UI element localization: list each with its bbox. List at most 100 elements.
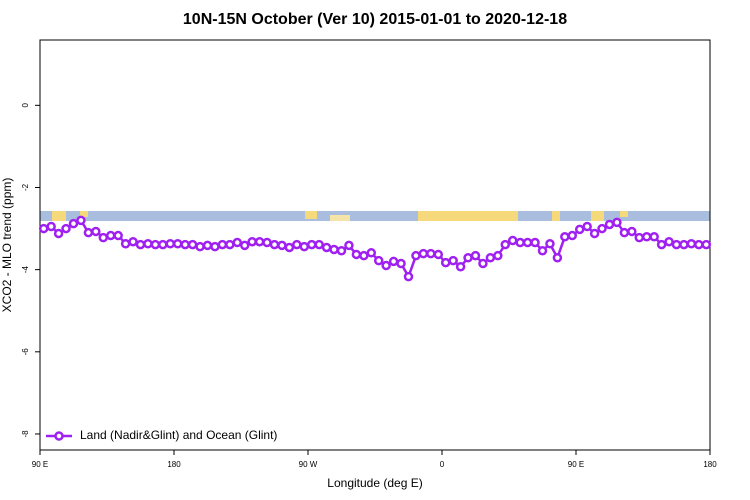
point xyxy=(649,232,659,242)
point xyxy=(507,235,518,246)
point xyxy=(552,252,563,263)
point xyxy=(225,239,235,250)
land-patch xyxy=(52,211,66,221)
point xyxy=(440,257,451,268)
y-tick-label: -6 xyxy=(21,348,30,356)
point xyxy=(143,239,153,249)
point xyxy=(314,239,324,250)
point xyxy=(612,217,622,228)
point xyxy=(671,239,682,250)
point xyxy=(686,239,697,249)
point xyxy=(656,239,667,250)
point xyxy=(135,239,146,250)
point xyxy=(463,252,473,263)
point xyxy=(515,237,525,248)
point xyxy=(128,236,138,247)
x-axis-label: Longitude (deg E) xyxy=(327,476,422,490)
point xyxy=(262,237,272,248)
point xyxy=(68,218,79,229)
land-patch xyxy=(591,211,604,221)
point xyxy=(158,239,168,250)
land-patch xyxy=(80,211,88,217)
point xyxy=(284,242,295,253)
land-patch xyxy=(620,211,628,217)
point xyxy=(172,239,183,249)
point xyxy=(83,227,94,238)
y-tick-label: -8 xyxy=(21,430,30,438)
point xyxy=(381,260,391,271)
point xyxy=(105,230,116,241)
point xyxy=(91,226,101,237)
point xyxy=(701,239,712,250)
point xyxy=(269,239,280,250)
point xyxy=(664,236,674,247)
point xyxy=(679,239,689,250)
point xyxy=(329,244,339,255)
point xyxy=(641,232,652,242)
point xyxy=(232,237,243,248)
y-axis-label: XCO2 - MLO trend (ppm) xyxy=(0,178,14,313)
x-tick-label: 180 xyxy=(167,460,181,469)
x-tick-label: 0 xyxy=(440,460,445,469)
point xyxy=(359,250,369,261)
point xyxy=(627,226,637,237)
point xyxy=(61,223,71,234)
point xyxy=(38,223,49,234)
y-tick-label: 0 xyxy=(21,103,30,108)
point xyxy=(165,239,176,249)
point xyxy=(217,239,228,250)
x-tick-label: 180 xyxy=(703,460,717,469)
point xyxy=(582,221,592,232)
point xyxy=(98,232,109,243)
y-tick-label: -2 xyxy=(21,183,30,191)
point xyxy=(470,250,481,261)
point xyxy=(485,252,496,263)
point xyxy=(150,239,161,250)
land-patch xyxy=(418,211,518,221)
point xyxy=(344,240,354,251)
point xyxy=(366,248,377,258)
point xyxy=(426,248,436,259)
point xyxy=(478,258,488,269)
point xyxy=(254,236,265,247)
point xyxy=(247,236,257,247)
point xyxy=(299,241,310,252)
point xyxy=(46,221,56,232)
point xyxy=(522,237,533,248)
chart-title: 10N-15N October (Ver 10) 2015-01-01 to 2… xyxy=(183,11,567,28)
point xyxy=(336,246,347,256)
point xyxy=(373,255,384,266)
legend-marker xyxy=(54,431,64,441)
point xyxy=(574,224,585,235)
point xyxy=(604,219,615,230)
point xyxy=(619,227,630,238)
legend-label: Land (Nadir&Glint) and Ocean (Glint) xyxy=(80,428,277,442)
point xyxy=(589,228,600,239)
land-patch xyxy=(305,211,317,219)
point xyxy=(321,242,332,253)
point xyxy=(292,239,302,250)
point xyxy=(195,241,205,252)
point xyxy=(537,246,548,256)
point xyxy=(433,249,444,260)
point xyxy=(560,232,570,242)
point xyxy=(493,250,503,261)
point xyxy=(418,248,429,259)
ocean-band xyxy=(40,211,710,221)
point xyxy=(113,230,123,241)
point xyxy=(210,241,220,252)
point xyxy=(545,239,555,249)
point xyxy=(500,239,511,250)
point xyxy=(403,271,414,282)
point xyxy=(455,262,466,272)
point xyxy=(694,239,704,250)
land-ocean-mask xyxy=(40,211,710,221)
point xyxy=(597,223,607,234)
x-tick-label: 90 E xyxy=(32,460,48,469)
x-tick-label: 90 E xyxy=(568,460,584,469)
point xyxy=(567,230,578,241)
point xyxy=(202,240,213,251)
point xyxy=(351,249,362,260)
